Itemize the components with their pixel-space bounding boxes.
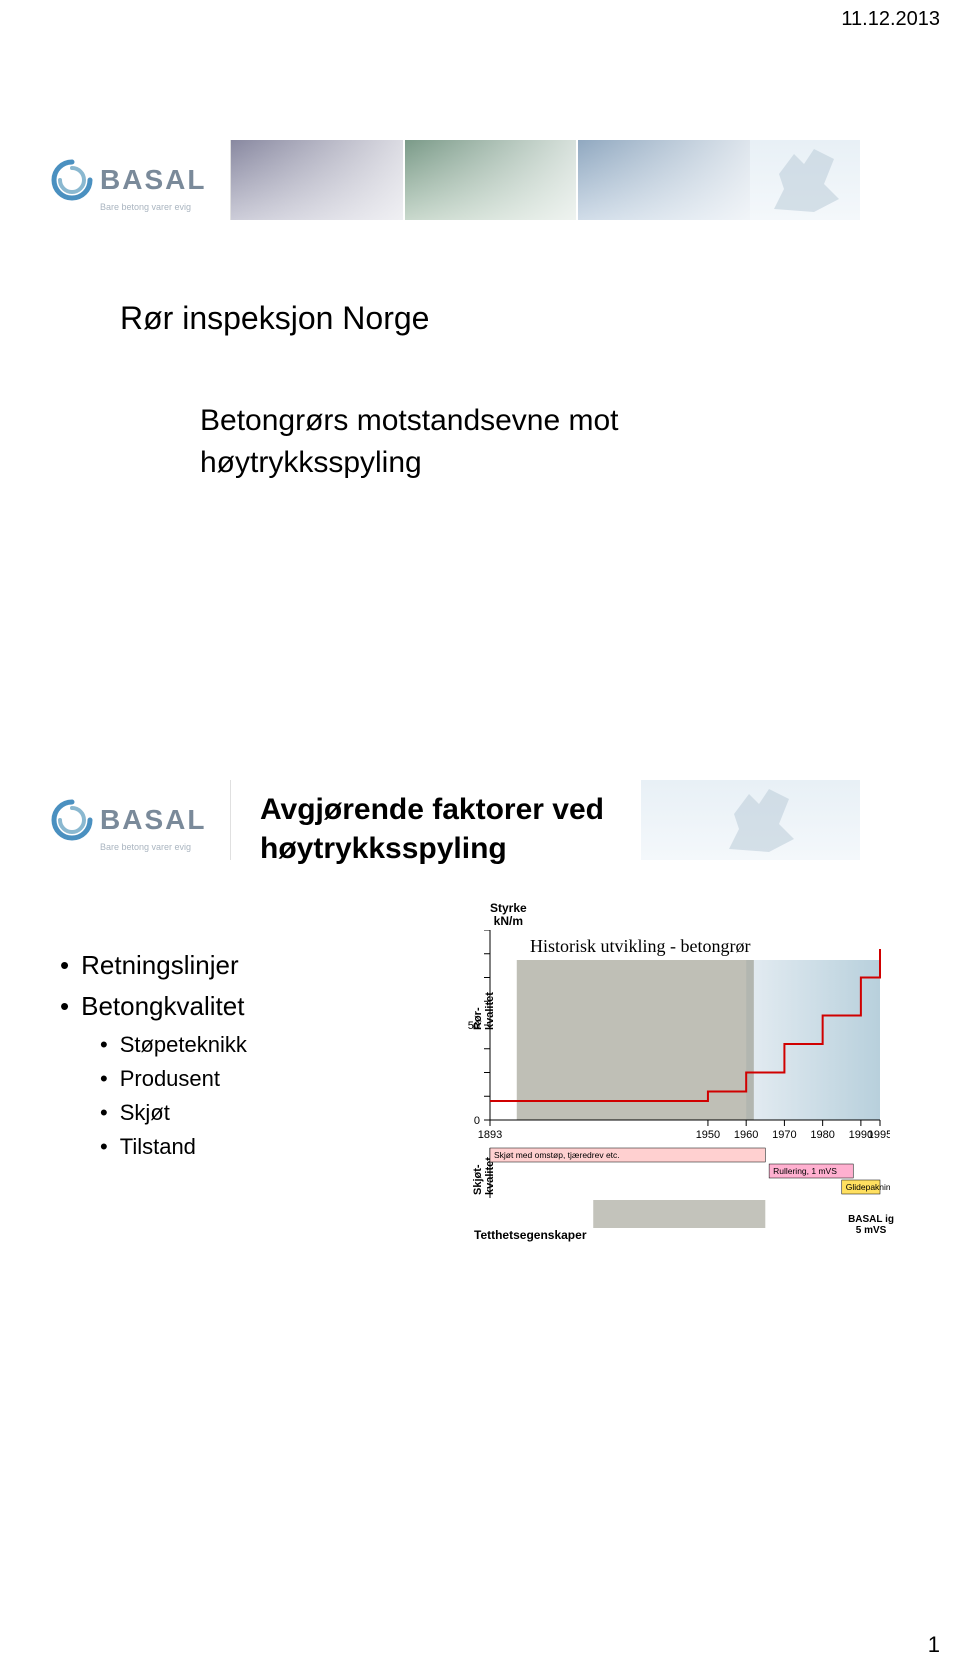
brand-tagline: Bare betong varer evig xyxy=(100,842,191,852)
bullet-item: Skjøt xyxy=(100,1100,247,1126)
page: 11.12.2013 BASAL Bare betong varer evig … xyxy=(0,0,960,1666)
history-chart: StyrkekN/m Rør-kvalitet Skjøt-kvalitet H… xyxy=(420,930,890,1260)
swoosh-icon xyxy=(48,796,96,844)
svg-text:Rullering, 1 mVS: Rullering, 1 mVS xyxy=(773,1166,837,1176)
svg-text:1950: 1950 xyxy=(696,1129,720,1141)
banner-map xyxy=(750,140,860,220)
svg-text:0: 0 xyxy=(474,1115,480,1127)
bullet-list: Retningslinjer Betongkvalitet Støpeteknikk… xyxy=(60,950,247,1168)
swoosh-icon xyxy=(48,156,96,204)
bullet-item: Tilstand xyxy=(100,1134,247,1160)
svg-text:50: 50 xyxy=(468,1020,480,1032)
banner-top: BASAL Bare betong varer evig xyxy=(40,140,860,220)
slide1-title: Rør inspeksjon Norge xyxy=(120,300,429,337)
svg-text:Glidepakning: Glidepakning xyxy=(846,1182,890,1192)
banner-photo xyxy=(578,140,750,220)
y-axis-title: StyrkekN/m xyxy=(490,902,527,928)
svg-text:1893: 1893 xyxy=(478,1129,502,1141)
map-icon xyxy=(674,784,854,856)
header-date: 11.12.2013 xyxy=(841,8,940,31)
page-number: 1 xyxy=(928,1632,940,1658)
brand-tagline: Bare betong varer evig xyxy=(100,202,191,212)
brand-name: BASAL xyxy=(100,164,206,196)
slide1-subtitle: Betongrørs motstandsevne mothøytrykksspy… xyxy=(200,400,619,484)
banner-images xyxy=(231,140,750,220)
banner-photo xyxy=(231,140,403,220)
bullet-item: Betongkvalitet xyxy=(60,991,247,1022)
bullet-item: Retningslinjer xyxy=(60,950,247,981)
chart-svg: 0501893195019601970198019901995Skjøt med… xyxy=(420,930,890,1250)
brand-logo: BASAL Bare betong varer evig xyxy=(40,140,231,220)
slide2-title: Avgjørende faktorer vedhøytrykksspyling xyxy=(260,790,604,868)
brand-name: BASAL xyxy=(100,804,206,836)
svg-text:1960: 1960 xyxy=(734,1129,758,1141)
banner-photo xyxy=(405,140,577,220)
bullet-item: Produsent xyxy=(100,1066,247,1092)
brand-logo: BASAL Bare betong varer evig xyxy=(40,780,231,860)
svg-text:1995: 1995 xyxy=(868,1129,890,1141)
svg-text:1970: 1970 xyxy=(772,1129,796,1141)
bullet-item: Støpeteknikk xyxy=(100,1032,247,1058)
map-icon xyxy=(764,144,854,216)
svg-text:Skjøt med omstøp, tjæredrev et: Skjøt med omstøp, tjæredrev etc. xyxy=(494,1150,620,1160)
banner-map xyxy=(641,780,860,860)
svg-text:1980: 1980 xyxy=(810,1129,834,1141)
